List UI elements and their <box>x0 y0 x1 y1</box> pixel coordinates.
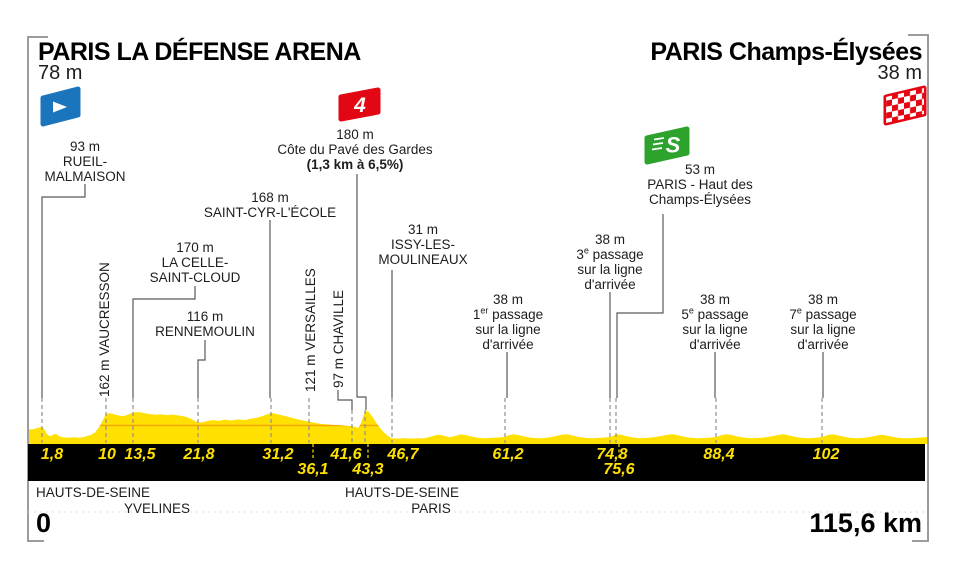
connector-cote-du-pave-des-gardes <box>356 174 367 410</box>
category-4-climb-flag-icon: 4 <box>338 87 381 122</box>
start-km-label: 0 <box>36 508 52 538</box>
connector-sprint-haut-champs-elysees <box>616 214 664 398</box>
finish-title: PARIS Champs-Élysées <box>650 38 922 66</box>
play-triangle-icon <box>53 101 67 113</box>
climb-category-number: 4 <box>353 94 366 117</box>
right-frame-bracket <box>908 34 929 542</box>
km-bar <box>28 444 925 481</box>
sprint-letter: S <box>666 133 681 158</box>
connector-chaville <box>337 390 353 410</box>
connector-rennemoulin <box>197 340 206 398</box>
finish-checkered-flag-icon <box>883 85 927 126</box>
finish-elevation: 38 m <box>877 62 922 84</box>
start-flag-icon <box>40 86 81 127</box>
start-title: PARIS LA DÉFENSE ARENA <box>38 38 361 66</box>
start-elevation: 78 m <box>38 62 83 84</box>
total-distance-label: 115,6 km <box>809 508 922 538</box>
elevation-area <box>28 410 928 444</box>
connector-la-celle-saint-cloud <box>132 286 196 398</box>
connector-rueil-malmaison <box>41 184 86 398</box>
sprint-flag-icon: S <box>644 126 690 165</box>
left-frame-bracket <box>27 36 48 542</box>
